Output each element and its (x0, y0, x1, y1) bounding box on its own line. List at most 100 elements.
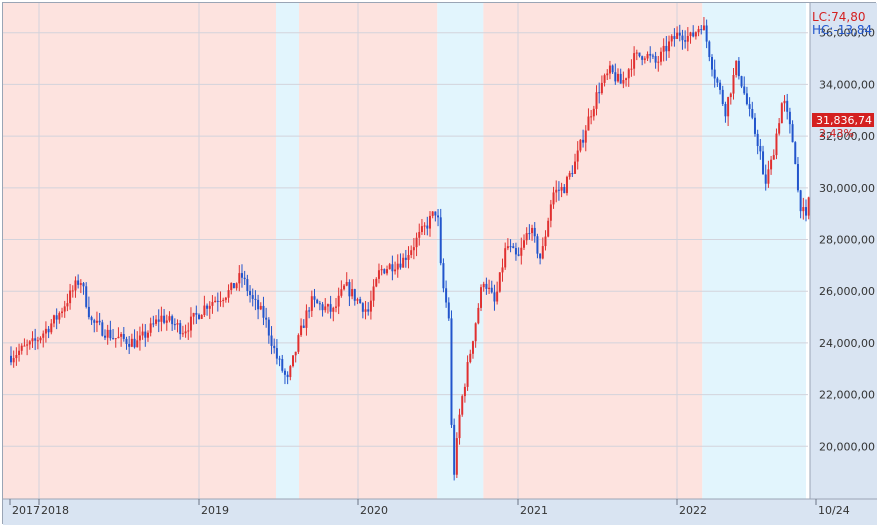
candle-body (348, 282, 351, 297)
candle-body (168, 316, 171, 321)
candle-body (326, 304, 329, 307)
y-tick-label: 30,000,00 (819, 182, 875, 195)
candle-body (531, 227, 534, 234)
candle-body (735, 60, 738, 76)
candle-body (651, 55, 654, 57)
candle-body (721, 89, 724, 104)
candle-body (200, 315, 203, 319)
candle-body (34, 338, 37, 341)
candle-body (176, 323, 179, 325)
candle-body (340, 289, 343, 296)
candle-body (783, 100, 786, 104)
candle-body (590, 116, 593, 118)
candle-body (214, 300, 217, 303)
candle-body (536, 236, 539, 254)
candle-body (74, 280, 77, 291)
candle-body (181, 333, 184, 335)
candle-body (375, 278, 378, 287)
candle-body (106, 329, 109, 338)
candle-body (724, 103, 727, 117)
candle-body (437, 215, 440, 218)
y-tick-label: 22,000,00 (819, 389, 875, 402)
candle-body (257, 299, 260, 310)
candle-body (753, 117, 756, 134)
candle-body (128, 343, 131, 347)
candle-body (649, 53, 652, 56)
candle-body (232, 283, 235, 289)
regime-band-0 (3, 3, 276, 499)
candle-body (514, 248, 517, 255)
candle-body (187, 330, 190, 332)
candle-body (574, 161, 577, 174)
candle-body (563, 186, 566, 194)
candle-body (117, 336, 120, 339)
candle-body (90, 317, 93, 321)
candle-body (171, 316, 174, 325)
candle-body (334, 306, 337, 308)
candle-body (552, 192, 555, 205)
candle-body (482, 283, 485, 288)
candle-body (163, 315, 166, 323)
x-tick-label: 10/24 (818, 504, 850, 517)
candle-body (732, 75, 735, 94)
candle-body (249, 290, 252, 296)
candle-body (101, 322, 104, 336)
candle-body (195, 313, 198, 315)
candle-body (619, 73, 622, 84)
candle-body (356, 299, 359, 301)
candle-body (633, 53, 636, 69)
x-tick-labels: 2017 2018 2019 2020 2021 2022 10/24 (9, 499, 850, 517)
candle-body (582, 139, 585, 143)
candle-body (152, 323, 155, 325)
candle-body (412, 247, 415, 251)
candle-body (646, 53, 649, 59)
candle-body (668, 41, 671, 52)
candle-body (270, 335, 273, 346)
candle-body (772, 155, 775, 160)
candlestick-chart: 36,000,00 34,000,00 32,000,00 30,000,00 28,0… (3, 3, 877, 525)
candle-body (243, 277, 246, 280)
candle-body (611, 65, 614, 73)
x-tick-label: 2022 (679, 504, 707, 517)
candle-body (297, 335, 300, 352)
candle-body (705, 25, 708, 42)
candle-body (622, 80, 625, 84)
candle-body (504, 248, 507, 268)
candle-body (146, 332, 149, 338)
candle-body (743, 86, 746, 94)
candle-body (565, 176, 568, 194)
candle-body (638, 52, 641, 57)
candle-body (302, 325, 305, 328)
candle-body (665, 45, 668, 52)
candle-body (367, 309, 370, 312)
legend-lc: LC:74,80 (812, 10, 865, 24)
candle-body (592, 108, 595, 117)
candle-body (579, 139, 582, 151)
candle-body (654, 56, 657, 63)
candle-body (283, 370, 286, 375)
candle-body (112, 338, 115, 340)
candle-body (571, 173, 574, 175)
candle-body (608, 65, 611, 74)
candle-body (69, 290, 72, 304)
candle-body (689, 32, 692, 36)
candle-body (262, 305, 265, 318)
candle-body (391, 264, 394, 272)
last-price-box (812, 113, 874, 127)
candle-body (625, 78, 628, 81)
candle-body (684, 40, 687, 42)
candle-body (496, 291, 499, 302)
candle-body (361, 303, 364, 312)
candle-body (216, 300, 219, 302)
candle-body (44, 328, 47, 334)
candle-body (87, 306, 90, 318)
candle-body (512, 246, 515, 249)
candle-body (641, 56, 644, 60)
candle-body (251, 295, 254, 299)
candle-body (281, 359, 284, 371)
candle-body (439, 217, 442, 264)
candle-body (198, 314, 201, 319)
candle-body (254, 298, 257, 300)
candle-body (28, 341, 31, 345)
candle-body (410, 250, 413, 256)
